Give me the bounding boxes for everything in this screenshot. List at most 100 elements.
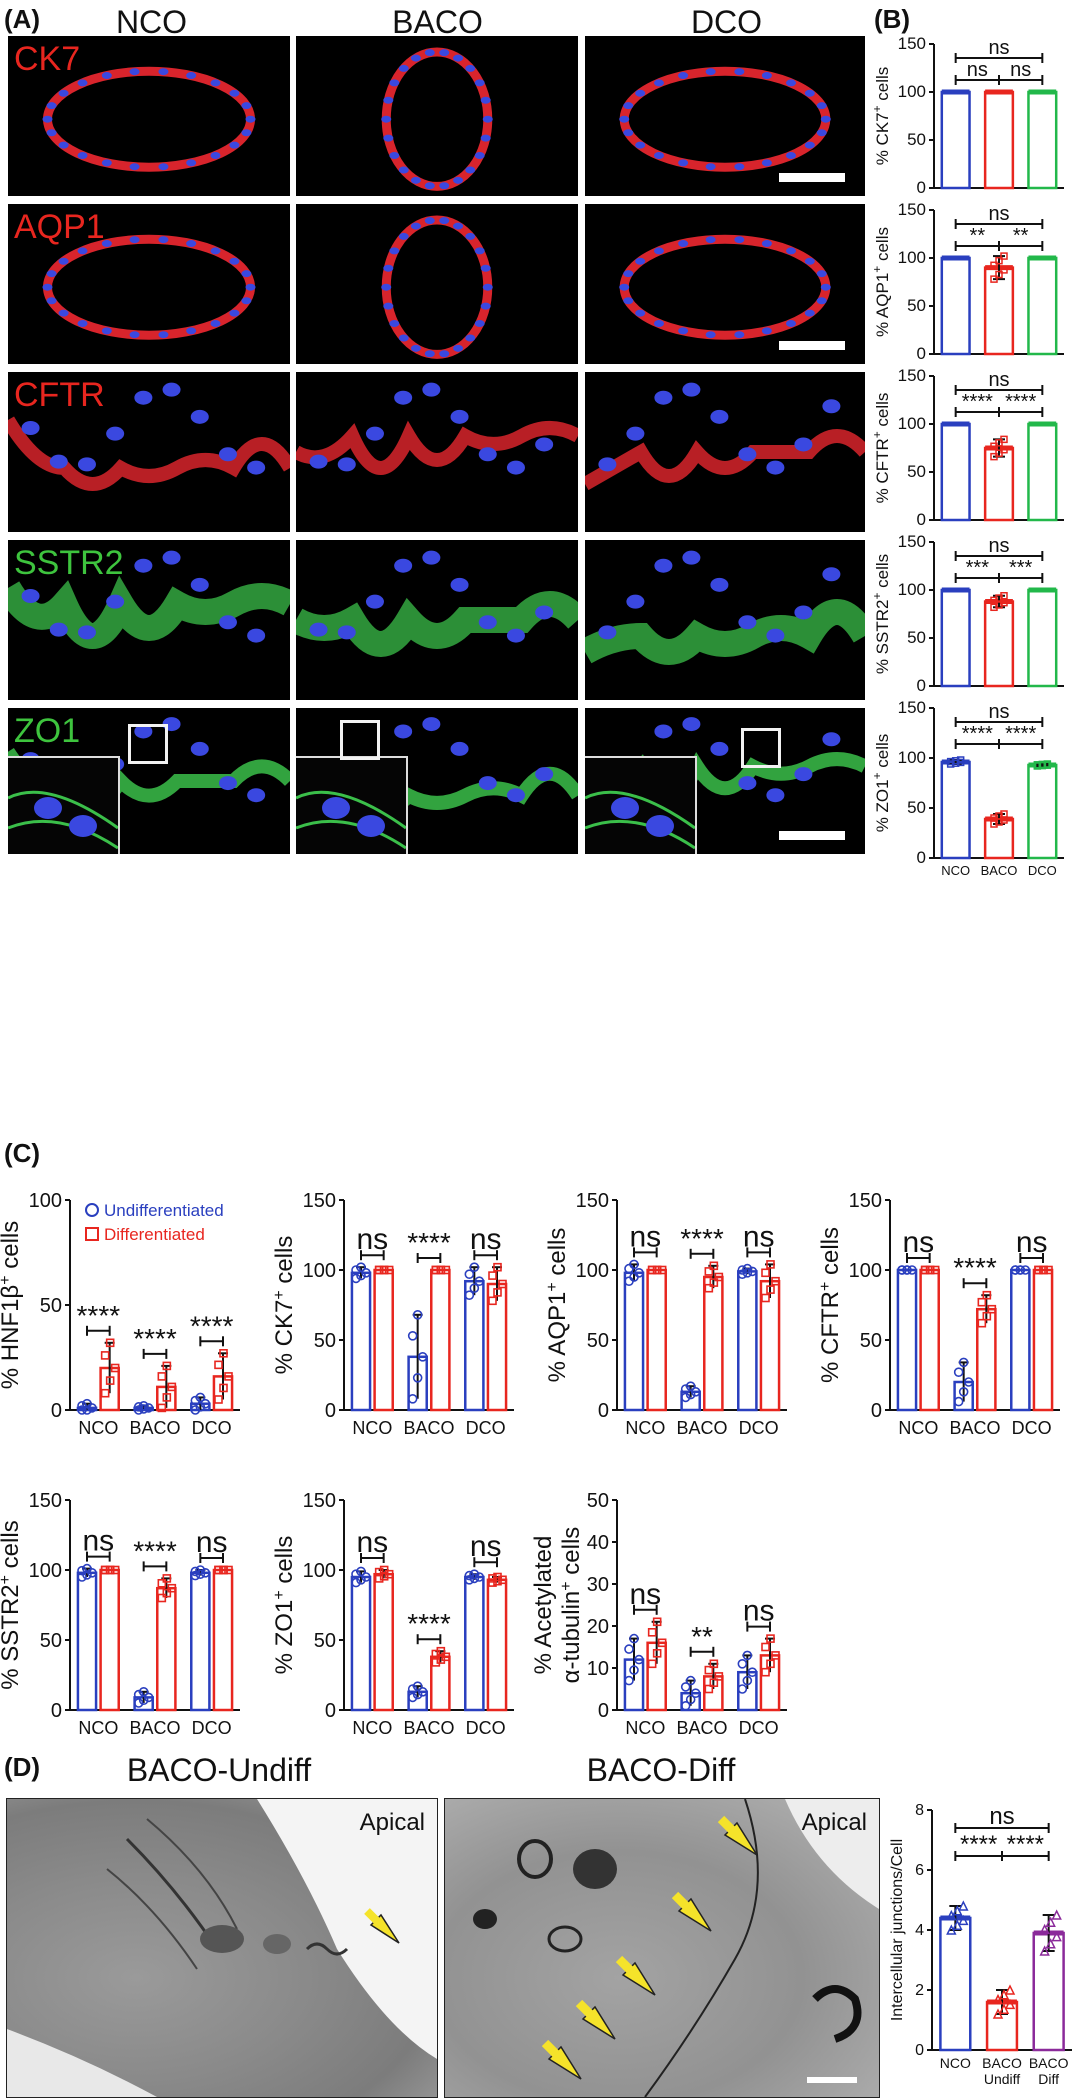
y-tick-label: 0 — [917, 848, 926, 867]
x-tick-label: NCO — [78, 1418, 118, 1438]
micrograph-sstr2-nco: SSTR2 — [8, 540, 290, 700]
significance-label: ns — [902, 1226, 934, 1259]
data-point — [464, 1570, 475, 1581]
data-point — [704, 1665, 714, 1675]
x-tick-label: BACO — [129, 1718, 180, 1738]
data-point — [407, 1684, 418, 1694]
data-point — [195, 1565, 206, 1575]
y-tick-label: 100 — [849, 1260, 882, 1282]
data-point — [167, 1583, 177, 1593]
data-point — [1034, 1265, 1043, 1275]
data-point — [652, 1617, 662, 1627]
significance-label: ns — [743, 1595, 775, 1628]
data-point — [998, 1989, 1010, 2000]
y-axis-label: % Acetylatedα-tubulin+ cells — [530, 1527, 585, 1684]
data-point — [704, 1684, 714, 1694]
data-point — [214, 1565, 223, 1575]
bar — [1027, 90, 1058, 190]
x-tick-label: BACO — [1029, 2055, 1069, 2071]
arrow-icon — [541, 2039, 582, 2080]
data-point — [1044, 1265, 1053, 1275]
significance-label: **** — [407, 1227, 451, 1258]
data-point — [925, 1265, 935, 1275]
scale-bar — [779, 341, 845, 350]
data-point — [224, 1565, 233, 1575]
data-point — [742, 1675, 753, 1686]
micrograph-zo1-baco — [296, 708, 578, 854]
data-point — [82, 1398, 92, 1409]
bar — [1027, 763, 1058, 860]
data-point — [709, 1659, 719, 1669]
data-point — [493, 1262, 502, 1272]
y-tick-label: 6 — [915, 1862, 924, 1879]
y-tick-label: 50 — [40, 1295, 62, 1317]
data-point — [384, 1265, 394, 1275]
y-tick-label: 150 — [849, 1190, 882, 1212]
panel-label-b: (B) — [874, 4, 911, 34]
data-point — [737, 1684, 748, 1694]
data-point — [441, 1265, 451, 1275]
data-point — [704, 1267, 714, 1276]
data-point — [992, 1993, 1004, 2005]
y-tick-label: 100 — [576, 1260, 609, 1282]
data-point — [766, 1285, 775, 1294]
y-axis-label: Intercellular junctions/Cell — [889, 1839, 906, 2021]
significance-label: ** — [1013, 225, 1029, 247]
data-point — [1015, 1265, 1026, 1275]
significance-label: ** — [691, 1621, 713, 1652]
apical-label-diff: Apical — [801, 1809, 867, 1836]
y-tick-label: 150 — [898, 200, 926, 219]
y-tick-label: 40 — [587, 1532, 609, 1554]
data-point — [982, 1311, 992, 1321]
significance-label: **** — [960, 1831, 997, 1858]
y-tick-label: 0 — [598, 1700, 609, 1722]
chart-C7: 0 10 20 30 40 50 NCO ns BACO ** DCO ns % Acetylatedα… — [530, 1490, 787, 1738]
data-point — [190, 1570, 201, 1581]
data-point — [1000, 598, 1008, 607]
y-tick-label: 100 — [898, 580, 926, 599]
bar — [430, 1268, 451, 1412]
zoom-box — [741, 728, 781, 768]
data-point — [920, 1265, 930, 1275]
y-tick-label: 50 — [587, 1490, 609, 1512]
scale-bar — [779, 173, 845, 182]
y-tick-label: 150 — [898, 36, 926, 53]
data-point — [982, 1290, 992, 1300]
data-point — [766, 1659, 775, 1669]
data-point — [634, 1654, 644, 1665]
data-point — [100, 1351, 110, 1360]
data-point — [1020, 1265, 1031, 1275]
bar — [919, 1268, 940, 1412]
data-point — [356, 1566, 366, 1577]
significance-label: **** — [1005, 723, 1036, 745]
y-tick-label: 0 — [917, 676, 926, 695]
chart-C6: 0 50 100 150 NCO ns BACO **** DCO ns % ZO1+ cells — [271, 1490, 514, 1738]
significance-label: **** — [953, 1252, 997, 1283]
row-label-sstr2: SSTR2 — [14, 544, 124, 582]
significance-label: ns — [967, 59, 988, 81]
significance-label: ns — [470, 1223, 502, 1256]
y-tick-label: 150 — [29, 1490, 62, 1512]
significance-label: **** — [190, 1310, 234, 1341]
data-point — [219, 1349, 228, 1358]
data-point — [219, 1565, 228, 1575]
data-point — [379, 1265, 389, 1275]
data-point — [930, 1265, 940, 1275]
significance-label: ** — [970, 225, 986, 247]
y-tick-label: 150 — [576, 1190, 609, 1212]
data-point — [493, 1288, 502, 1297]
significance-label: ns — [989, 1803, 1014, 1830]
y-axis-label: % CK7+ cells — [271, 1236, 299, 1375]
bar — [940, 588, 971, 688]
em-image-diff: Apical — [444, 1798, 880, 2098]
y-tick-label: 0 — [51, 1700, 62, 1722]
data-point — [951, 757, 960, 765]
data-point — [1000, 592, 1008, 600]
y-tick-label: 0 — [325, 1700, 336, 1722]
panel-label-a: (A) — [4, 4, 41, 34]
micrograph-cftr-nco: CFTR — [8, 372, 290, 532]
bar — [430, 1655, 451, 1712]
data-point — [162, 1574, 172, 1583]
y-axis-label: % ZO1+ cells — [271, 1536, 299, 1675]
